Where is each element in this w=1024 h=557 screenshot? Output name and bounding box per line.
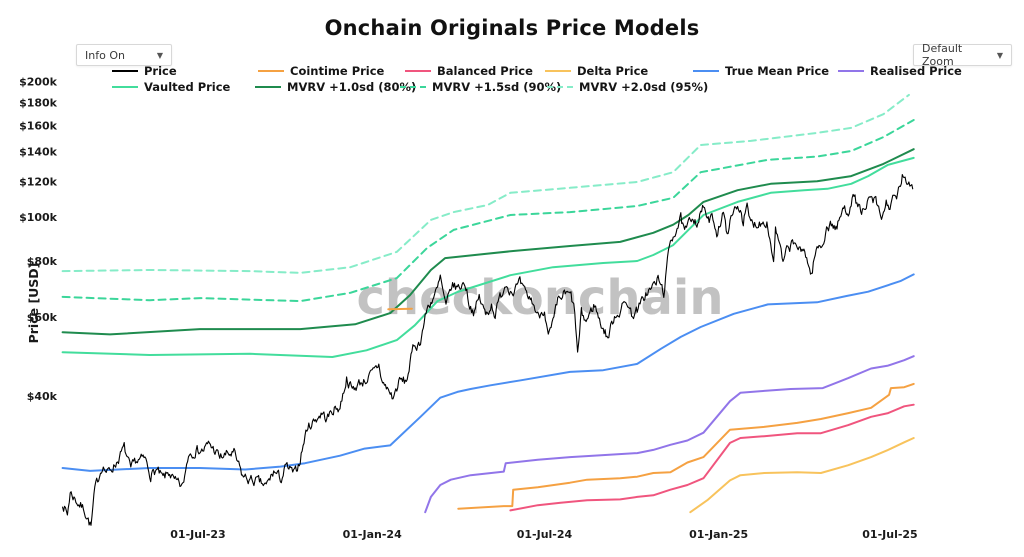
legend-item-balanced-price[interactable]: Balanced Price — [405, 64, 533, 78]
series-line-balanced-price — [509, 403, 915, 512]
x-tick-label: 01-Jul-25 — [862, 528, 917, 541]
legend-item-mvrv-1-0sd-80[interactable]: MVRV +1.0sd (80%) — [255, 80, 416, 94]
x-tick-label: 01-Jul-24 — [517, 528, 573, 541]
legend-item-true-mean-price[interactable]: True Mean Price — [693, 64, 829, 78]
info-dropdown-label: Info On — [85, 48, 125, 62]
x-tick-label: 01-Jan-25 — [689, 528, 748, 541]
legend-item-realised-price[interactable]: Realised Price — [838, 64, 962, 78]
y-tick-label: $80k — [27, 255, 58, 268]
legend-swatch-delta-price — [545, 70, 571, 72]
series-line-vaulted-price — [61, 156, 915, 358]
legend-label: Delta Price — [577, 64, 649, 78]
x-tick-label: 01-Jul-23 — [170, 528, 225, 541]
series-line-mvrv-1-5sd-90 — [61, 119, 915, 303]
series-line-mvrv-1-0sd-80 — [61, 148, 915, 336]
y-tick-label: $100k — [19, 211, 58, 224]
legend-label: True Mean Price — [725, 64, 830, 78]
legend-label: Price — [144, 64, 177, 78]
dropdown-caret-icon: ▼ — [996, 50, 1003, 60]
y-tick-label: $180k — [19, 96, 58, 109]
legend-item-delta-price[interactable]: Delta Price — [545, 64, 648, 78]
y-tick-label: $40k — [27, 390, 58, 403]
legend-item-vaulted-price[interactable]: Vaulted Price — [112, 80, 230, 94]
zoom-preset-dropdown[interactable]: Default Zoom ▼ — [913, 42, 1012, 68]
legend-swatch-price — [112, 70, 138, 72]
legend-item-mvrv-1-5sd-90[interactable]: MVRV +1.5sd (90%) — [400, 80, 561, 94]
legend-item-cointime-price[interactable]: Cointime Price — [258, 64, 384, 78]
legend-label: MVRV +1.0sd (80%) — [287, 80, 417, 94]
legend-swatch-mvrv-2-0sd-95 — [547, 86, 573, 88]
legend-label: MVRV +1.5sd (90%) — [432, 80, 562, 94]
legend-label: Realised Price — [870, 64, 962, 78]
legend-swatch-balanced-price — [405, 70, 431, 72]
y-tick-label: $140k — [19, 145, 58, 158]
y-tick-label: $160k — [19, 119, 58, 132]
legend-swatch-mvrv-1-0sd-80 — [255, 86, 281, 88]
series-line-delta-price — [689, 437, 915, 514]
dropdown-caret-icon: ▼ — [156, 50, 163, 60]
legend-swatch-true-mean-price — [693, 70, 719, 72]
y-tick-label: $200k — [19, 76, 58, 89]
legend-swatch-cointime-price — [258, 70, 284, 72]
x-tick-label: 01-Jan-24 — [343, 528, 402, 541]
series-line-cointime-price — [457, 382, 915, 510]
y-tick-label: $60k — [27, 311, 58, 324]
y-axis-title: Price [USD] — [26, 263, 41, 344]
legend-label: Vaulted Price — [144, 80, 231, 94]
info-toggle-dropdown[interactable]: Info On ▼ — [76, 44, 172, 66]
legend-swatch-mvrv-1-5sd-90 — [400, 86, 426, 88]
series-line-realised-price — [424, 355, 915, 514]
series-line-true-mean-price — [61, 273, 915, 472]
legend-swatch-vaulted-price — [112, 86, 138, 88]
y-tick-label: $120k — [19, 176, 58, 189]
series-line-price — [62, 174, 914, 526]
legend-label: Cointime Price — [290, 64, 385, 78]
legend-label: Balanced Price — [437, 64, 533, 78]
legend-item-mvrv-2-0sd-95[interactable]: MVRV +2.0sd (95%) — [547, 80, 708, 94]
legend-label: MVRV +2.0sd (95%) — [579, 80, 709, 94]
legend-swatch-realised-price — [838, 70, 864, 72]
series-line-cointime-price — [387, 307, 413, 311]
series-line-mvrv-2-0sd-95 — [61, 93, 910, 274]
legend-item-price[interactable]: Price — [112, 64, 177, 78]
zoom-dropdown-label: Default Zoom — [922, 42, 963, 68]
page-title: Onchain Originals Price Models — [324, 16, 700, 40]
